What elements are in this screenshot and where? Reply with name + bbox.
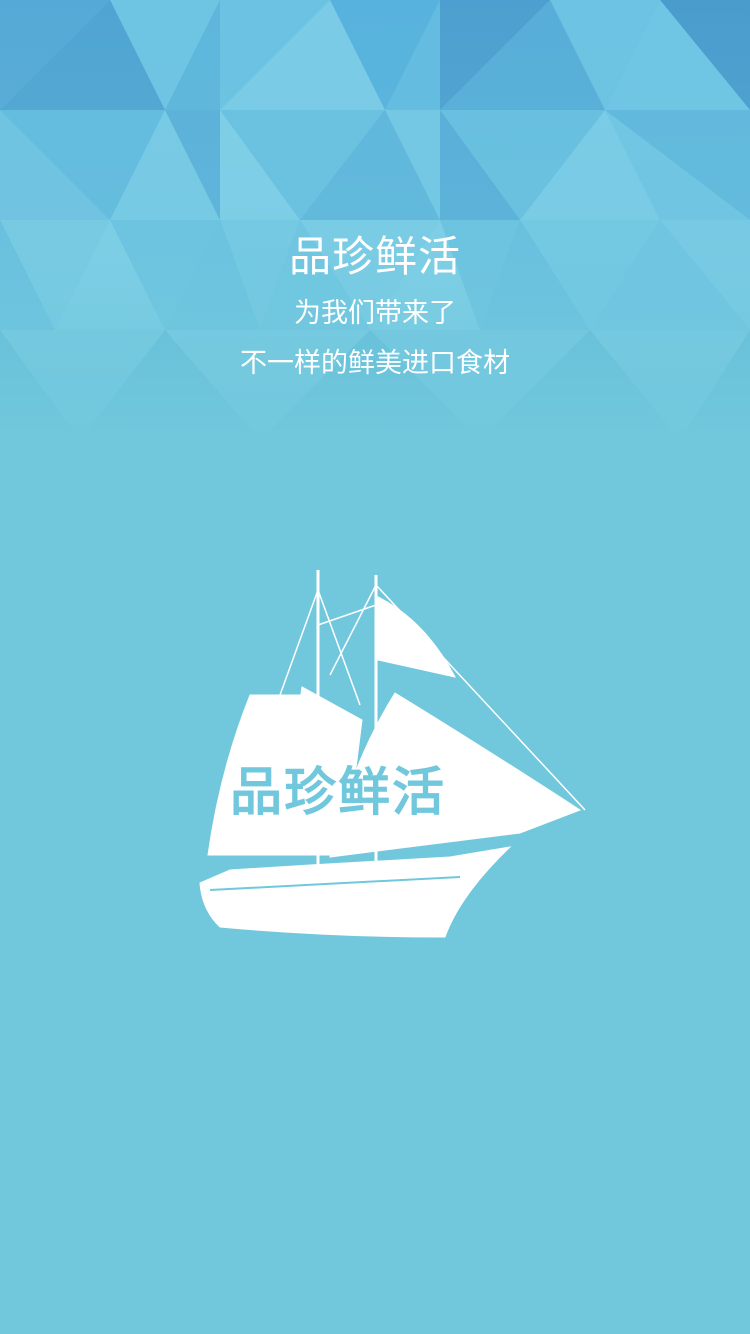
sailing-ship-icon: 品珍鲜活 [199,570,586,938]
logo-text: 品珍鲜活 [230,763,446,823]
tagline-line-1: 为我们带来了 [294,298,456,329]
tagline-line-2: 不一样的鲜美进口食材 [240,348,510,379]
geometric-background-pattern [0,0,750,440]
app-title: 品珍鲜活 [288,232,461,281]
